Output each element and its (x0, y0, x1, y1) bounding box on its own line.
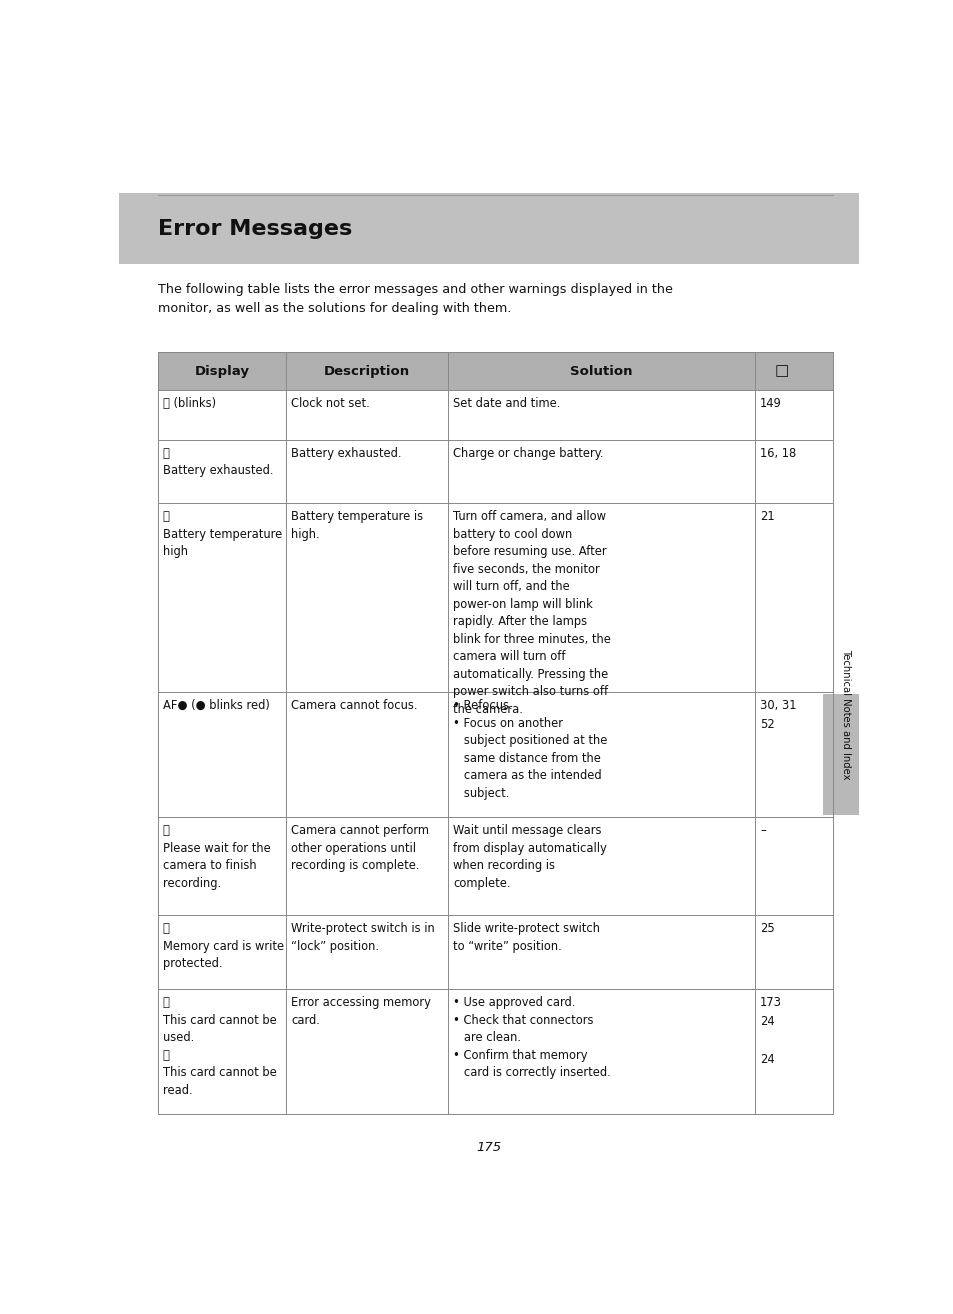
Text: Slide write-protect switch
to “write” position.: Slide write-protect switch to “write” po… (453, 922, 599, 953)
Text: Turn off camera, and allow
battery to cool down
before resuming use. After
five : Turn off camera, and allow battery to co… (453, 510, 610, 716)
Text: ⓘ
Memory card is write
protected.: ⓘ Memory card is write protected. (163, 922, 284, 970)
Text: ⓘ
This card cannot be
used.
ⓘ
This card cannot be
read.: ⓘ This card cannot be used. ⓘ This card … (163, 996, 276, 1097)
Bar (119, 193, 858, 264)
Text: Display: Display (194, 365, 249, 377)
Text: ⓘ
Please wait for the
camera to finish
recording.: ⓘ Please wait for the camera to finish r… (163, 824, 271, 890)
Text: Wait until message clears
from display automatically
when recording is
complete.: Wait until message clears from display a… (453, 824, 606, 890)
Text: Camera cannot focus.: Camera cannot focus. (291, 699, 417, 712)
Text: 25: 25 (760, 922, 774, 936)
Text: Write-protect switch is in
“lock” position.: Write-protect switch is in “lock” positi… (291, 922, 435, 953)
Text: The following table lists the error messages and other warnings displayed in the: The following table lists the error mess… (157, 283, 672, 314)
Text: ⓘ
Battery exhausted.: ⓘ Battery exhausted. (163, 447, 274, 477)
Text: Technical Notes and Index: Technical Notes and Index (841, 649, 850, 779)
Text: ⓪ (blinks): ⓪ (blinks) (163, 397, 215, 410)
Text: Clock not set.: Clock not set. (291, 397, 370, 410)
Text: –: – (760, 824, 765, 837)
Text: 175: 175 (476, 1141, 501, 1154)
Text: 21: 21 (760, 510, 774, 523)
Text: Description: Description (324, 365, 410, 377)
Text: Charge or change battery.: Charge or change battery. (453, 447, 603, 460)
Text: AF● (● blinks red): AF● (● blinks red) (163, 699, 270, 712)
Text: Set date and time.: Set date and time. (453, 397, 560, 410)
Text: □: □ (774, 364, 788, 378)
Text: Battery exhausted.: Battery exhausted. (291, 447, 401, 460)
Text: Battery temperature is
high.: Battery temperature is high. (291, 510, 423, 540)
Bar (157, 352, 832, 390)
Text: • Use approved card.
• Check that connectors
   are clean.
• Confirm that memory: • Use approved card. • Check that connec… (453, 996, 610, 1079)
Text: 16, 18: 16, 18 (760, 447, 796, 460)
Text: 30, 31
52: 30, 31 52 (760, 699, 796, 732)
Text: Camera cannot perform
other operations until
recording is complete.: Camera cannot perform other operations u… (291, 824, 429, 872)
Text: • Refocus.
• Focus on another
   subject positioned at the
   same distance from: • Refocus. • Focus on another subject po… (453, 699, 607, 800)
Text: ⓘ
Battery temperature
high: ⓘ Battery temperature high (163, 510, 282, 558)
Text: Error accessing memory
card.: Error accessing memory card. (291, 996, 431, 1026)
Text: Solution: Solution (570, 365, 632, 377)
Bar (822, 694, 858, 815)
Text: 149: 149 (760, 397, 781, 410)
Text: 173
24

24: 173 24 24 (760, 996, 781, 1066)
Text: Error Messages: Error Messages (157, 218, 352, 239)
